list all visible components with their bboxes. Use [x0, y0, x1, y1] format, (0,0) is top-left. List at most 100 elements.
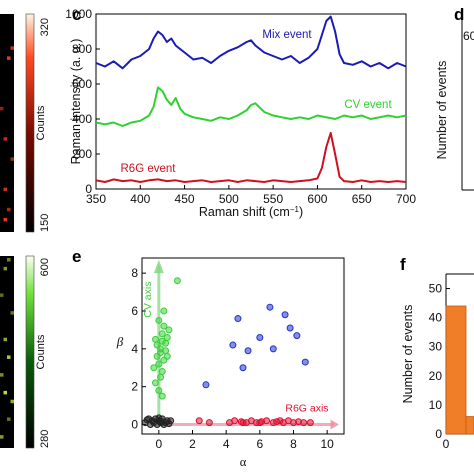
series-label: CV event — [344, 99, 392, 111]
plot-frame — [95, 13, 407, 190]
scatter-point — [269, 345, 277, 353]
x-tick-label: 550 — [263, 192, 283, 206]
r6g-axis-arrow-head — [330, 419, 339, 430]
panel-label-d: d — [454, 5, 464, 24]
colorbar-top-max: 320 — [39, 18, 51, 36]
histogram-top-partial: 60 Number of events — [435, 14, 474, 191]
scatter-point — [150, 364, 158, 372]
heatmap-cell — [10, 157, 14, 161]
x-tick-label: 500 — [219, 192, 239, 206]
scatter-point — [162, 347, 170, 355]
scatter-point — [153, 341, 161, 349]
scatter-point — [158, 392, 166, 400]
heatmap-bottom: 600 Counts 280 — [0, 255, 51, 449]
scatter-point — [202, 381, 210, 389]
panel-label-f: f — [400, 255, 406, 274]
cv-axis-arrow-head — [153, 259, 164, 274]
y-tick-label: 200 — [72, 147, 92, 161]
colorbar-top-label: Counts — [35, 105, 47, 140]
x-axis-label: Raman shift (cm−1) — [199, 205, 303, 220]
scatter-point — [158, 330, 166, 338]
scatter-point — [157, 373, 165, 381]
heatmap-cell — [7, 258, 11, 262]
scatter-point — [151, 335, 159, 343]
scatter-point — [158, 418, 166, 426]
scatter-point — [173, 277, 181, 285]
scatter-point — [239, 364, 247, 372]
scatter-point — [167, 417, 175, 425]
plot-frame — [141, 257, 345, 435]
x-tick-label: 450 — [175, 192, 195, 206]
scatter-point — [256, 419, 264, 427]
heatmap-cell — [0, 293, 4, 297]
scatter-point — [263, 417, 271, 425]
heatmap-cell — [3, 337, 7, 342]
panel-label-e: e — [72, 247, 81, 266]
colorbar-bottom-label: Counts — [35, 334, 47, 369]
heatmap-cell — [7, 355, 11, 359]
y-tick-label: 600 — [72, 77, 92, 91]
heatmap-cell — [3, 266, 7, 271]
x-tick-label: 4 — [223, 437, 230, 451]
y-tick-label: 20 — [429, 369, 443, 383]
heatmap-cell — [3, 187, 7, 192]
x-tick-label: 350 — [86, 192, 106, 206]
scatter-point — [256, 333, 264, 341]
scatter-point — [155, 386, 163, 394]
heatmap-top: 320 Counts 150 — [0, 13, 51, 233]
heatmap-cell — [10, 311, 14, 315]
y-tick-label: 0 — [85, 182, 92, 196]
scatter-point — [155, 316, 163, 324]
y-tick-label: 50 — [429, 282, 443, 296]
heatmap-cell — [3, 217, 7, 222]
series-label: Mix event — [262, 29, 312, 41]
scatter-point — [239, 419, 247, 427]
histogram-bar — [465, 416, 474, 435]
scatter-point — [276, 417, 284, 425]
heatmap-cell — [0, 106, 4, 111]
y-axis-label: Number of events — [401, 305, 415, 404]
scatter-point — [158, 368, 166, 376]
heatmap-cell — [3, 390, 7, 395]
heatmap-cell — [10, 46, 14, 50]
y-tick-label: 800 — [72, 42, 92, 56]
scatter-point — [160, 307, 168, 315]
scatter-point — [160, 322, 168, 330]
histogram-chart: 0 10 20 30 40 50 0 Number of events — [401, 273, 474, 451]
x-tick-label: 8 — [290, 437, 297, 451]
scatter-point — [151, 379, 159, 387]
colorbar-top — [25, 13, 35, 233]
scatter-point — [158, 337, 166, 345]
colorbar-bottom — [25, 255, 35, 449]
scatter-point — [293, 332, 301, 340]
scatter-point — [195, 417, 203, 425]
x-axis-label: α — [240, 455, 247, 469]
y-axis-label: β — [116, 334, 124, 349]
colorbar-bottom-max: 600 — [39, 258, 51, 276]
x-axis-label-end: ) — [299, 205, 303, 219]
heatmap-cell — [10, 399, 14, 404]
histogram-bar — [445, 305, 467, 435]
scatter-point — [234, 315, 242, 323]
y-axis-label: Number of events — [435, 61, 449, 160]
x-tick-label: 400 — [130, 192, 150, 206]
heatmap-cell — [7, 207, 11, 212]
y-tick-label: 0 — [131, 418, 138, 432]
y-tick-label: 10 — [429, 398, 443, 412]
scatter-point — [231, 417, 239, 425]
x-tick-label: 0 — [155, 437, 162, 451]
x-tick-label: 650 — [352, 192, 372, 206]
series-line — [95, 86, 407, 127]
scatter-point — [266, 303, 274, 311]
scatter-point — [163, 352, 171, 360]
scatter-point — [306, 419, 314, 427]
x-tick-label: 700 — [396, 192, 416, 206]
cv-axis-label: CV axis — [142, 282, 154, 318]
colorbar-top-min: 150 — [39, 214, 51, 232]
y-tick-label: 2 — [131, 380, 138, 394]
scatter-point — [143, 416, 151, 424]
y-tick-label: 40 — [429, 311, 443, 325]
y-tick-label: 60 — [463, 29, 474, 43]
y-tick-label: 1000 — [65, 7, 92, 21]
